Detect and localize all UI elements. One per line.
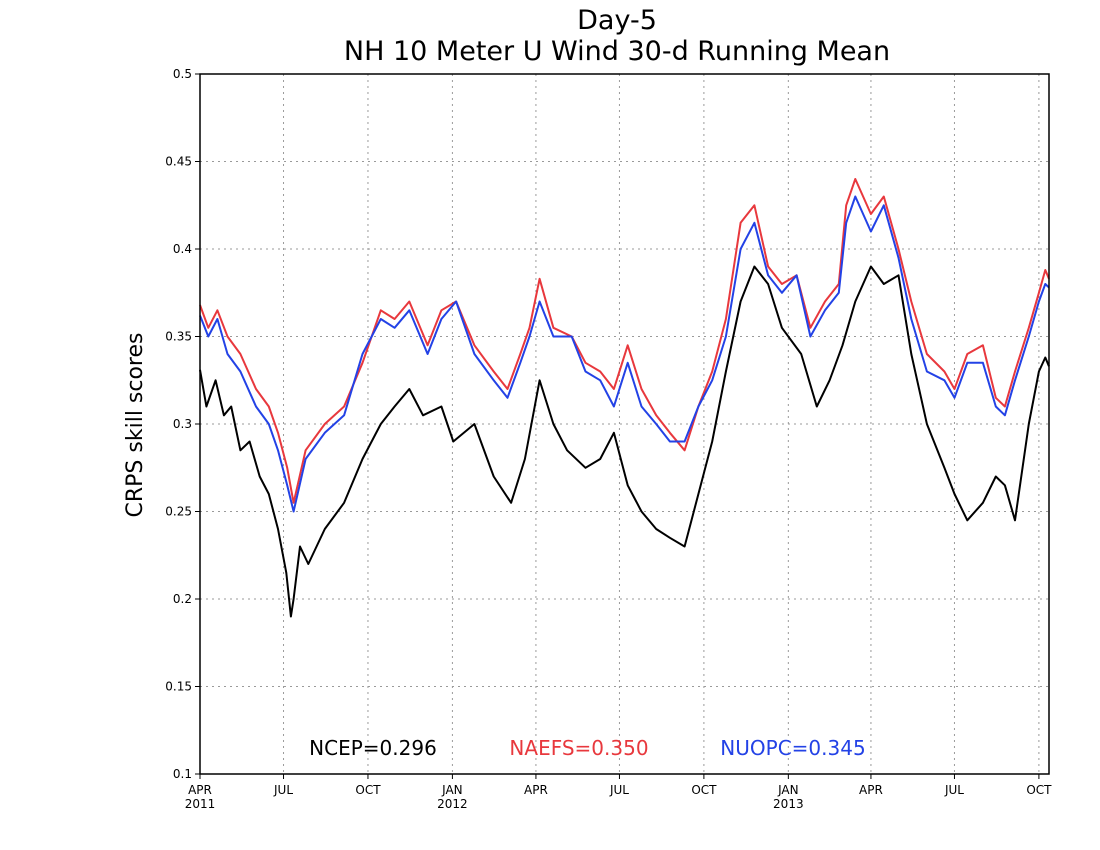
y-tick-label: 0.5	[173, 67, 192, 81]
y-tick-label: 0.25	[165, 505, 192, 519]
x-tick-label: JUL	[273, 783, 293, 797]
legend: NCEP=0.296 NAEFS=0.350 NUOPC=0.345	[309, 736, 866, 760]
x-tick-label: JAN	[441, 783, 463, 797]
x-tick-year-label: 2012	[437, 797, 468, 811]
y-tick-label: 0.1	[173, 767, 192, 781]
y-axis-label: CRPS skill scores	[123, 333, 148, 518]
y-tick-label: 0.3	[173, 417, 192, 431]
x-tick-label: APR	[524, 783, 548, 797]
grid-lines	[200, 74, 1049, 774]
legend-entry-ncep: NCEP=0.296	[309, 736, 437, 760]
x-tick-label: JUL	[944, 783, 964, 797]
y-tick-label: 0.15	[165, 680, 192, 694]
x-tick-year-label: 2011	[185, 797, 216, 811]
x-tick-label: OCT	[355, 783, 381, 797]
x-tick-label: JUL	[609, 783, 629, 797]
y-tick-label: 0.35	[165, 330, 192, 344]
x-tick-label: APR	[188, 783, 212, 797]
x-tick-year-label: 2013	[773, 797, 804, 811]
y-tick-label: 0.45	[165, 155, 192, 169]
y-tick-label: 0.2	[173, 592, 192, 606]
series-line-ncep	[199, 265, 1050, 618]
x-tick-label: OCT	[691, 783, 717, 797]
chart-title: Day-5	[577, 5, 657, 36]
y-tick-label: 0.4	[173, 242, 192, 256]
x-tick-label: OCT	[1026, 783, 1052, 797]
chart-subtitle: NH 10 Meter U Wind 30-d Running Mean	[344, 36, 890, 67]
y-axis-ticks: 0.1 0.15 0.2 0.25 0.3 0.35 0.4 0.45 0.5	[165, 67, 200, 781]
series-layer	[199, 178, 1050, 618]
x-tick-label: APR	[859, 783, 883, 797]
x-tick-label: JAN	[777, 783, 799, 797]
legend-entry-nuopc: NUOPC=0.345	[720, 736, 865, 760]
series-line-naefs	[199, 178, 1050, 504]
legend-entry-naefs: NAEFS=0.350	[509, 736, 648, 760]
series-line-nuopc	[199, 195, 1050, 513]
